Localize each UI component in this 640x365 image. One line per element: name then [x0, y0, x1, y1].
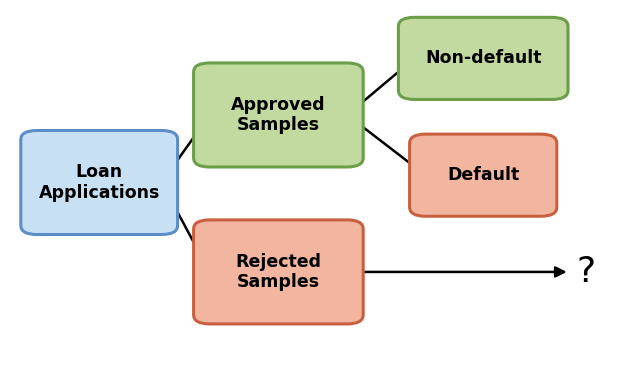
Text: Non-default: Non-default	[425, 49, 541, 68]
Text: Rejected
Samples: Rejected Samples	[236, 253, 321, 291]
Text: Default: Default	[447, 166, 519, 184]
FancyBboxPatch shape	[398, 18, 568, 100]
Text: Loan
Applications: Loan Applications	[38, 163, 160, 202]
Text: ?: ?	[576, 255, 595, 289]
FancyBboxPatch shape	[20, 131, 177, 235]
FancyBboxPatch shape	[410, 134, 557, 216]
Text: Approved
Samples: Approved Samples	[231, 96, 326, 134]
FancyBboxPatch shape	[193, 220, 364, 324]
FancyBboxPatch shape	[193, 63, 364, 167]
